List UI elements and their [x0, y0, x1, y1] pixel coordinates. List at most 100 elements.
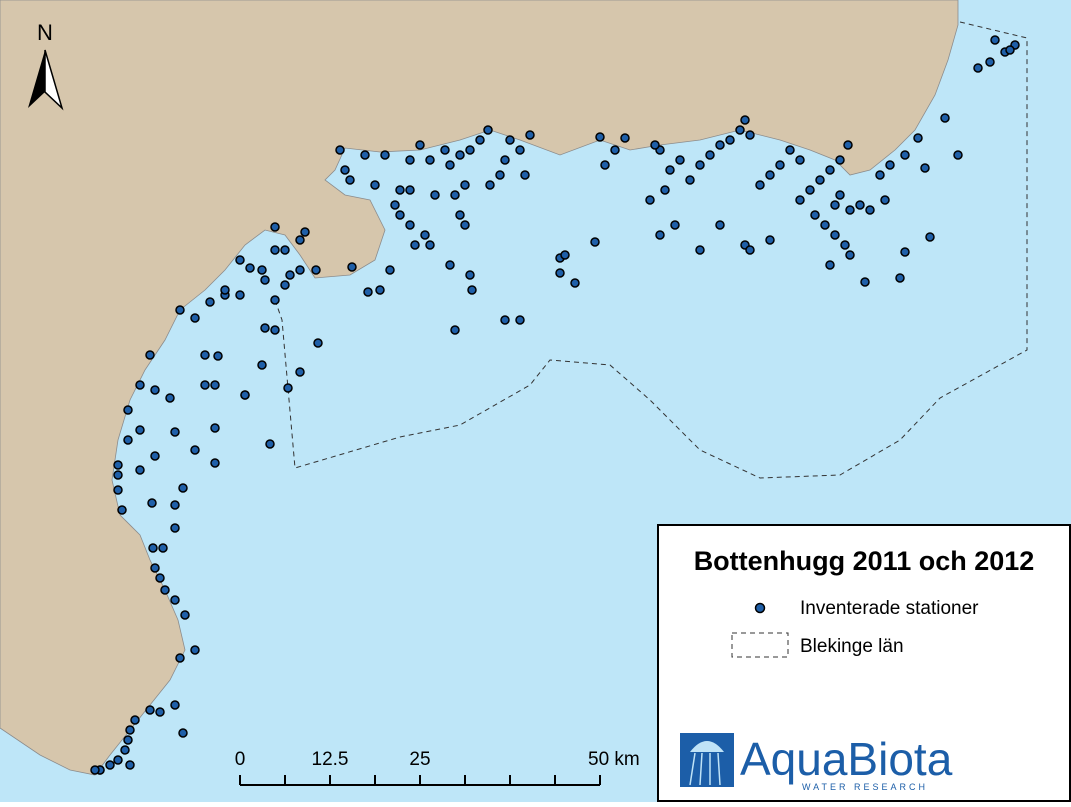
station	[213, 351, 223, 361]
station	[190, 445, 200, 455]
station	[210, 458, 220, 468]
station	[235, 255, 245, 265]
station	[695, 160, 705, 170]
station	[190, 313, 200, 323]
station	[650, 140, 660, 150]
station	[113, 470, 123, 480]
station	[170, 500, 180, 510]
station	[145, 705, 155, 715]
station	[835, 190, 845, 200]
station	[270, 245, 280, 255]
station	[340, 165, 350, 175]
station	[280, 245, 290, 255]
station	[150, 563, 160, 573]
station	[165, 393, 175, 403]
station	[843, 140, 853, 150]
station	[735, 125, 745, 135]
station	[345, 175, 355, 185]
station	[170, 523, 180, 533]
station	[475, 135, 485, 145]
station	[347, 262, 357, 272]
station	[270, 295, 280, 305]
station	[570, 278, 580, 288]
legend-dash	[731, 632, 789, 658]
station	[405, 220, 415, 230]
station	[425, 155, 435, 165]
station	[645, 195, 655, 205]
station	[295, 265, 305, 275]
legend-item: Inventerade stationer	[800, 598, 979, 619]
station	[445, 260, 455, 270]
station	[520, 170, 530, 180]
station	[113, 755, 123, 765]
station	[148, 543, 158, 553]
station	[765, 170, 775, 180]
station	[113, 485, 123, 495]
station	[311, 265, 321, 275]
station	[560, 250, 570, 260]
station	[670, 220, 680, 230]
station	[155, 573, 165, 583]
station	[240, 390, 250, 400]
scale-bar: 0 12.5 25 50 km	[235, 749, 640, 786]
station	[395, 210, 405, 220]
station	[405, 155, 415, 165]
station	[620, 133, 630, 143]
station	[685, 175, 695, 185]
station	[515, 315, 525, 325]
station	[450, 190, 460, 200]
station	[170, 427, 180, 437]
station	[135, 425, 145, 435]
station	[390, 200, 400, 210]
station	[235, 290, 245, 300]
station	[460, 180, 470, 190]
station	[150, 451, 160, 461]
north-arrow-right	[44, 49, 64, 111]
station	[953, 150, 963, 160]
station	[495, 170, 505, 180]
logo-name: AquaBiota	[740, 733, 953, 785]
logo-icon	[680, 733, 734, 787]
station	[855, 200, 865, 210]
station	[190, 645, 200, 655]
station	[178, 483, 188, 493]
station	[158, 543, 168, 553]
station	[820, 220, 830, 230]
station	[380, 150, 390, 160]
station	[210, 380, 220, 390]
station	[900, 150, 910, 160]
station	[590, 237, 600, 247]
station	[1005, 45, 1015, 55]
legend-title: Bottenhugg 2011 och 2012	[694, 546, 1035, 576]
north-arrow-left	[28, 50, 45, 108]
station	[885, 160, 895, 170]
station	[313, 338, 323, 348]
logo-tagline: WATER RESEARCH	[802, 782, 928, 792]
station	[705, 150, 715, 160]
station	[913, 133, 923, 143]
station	[900, 247, 910, 257]
station	[660, 185, 670, 195]
station	[385, 265, 395, 275]
station	[500, 315, 510, 325]
scale-label: 25	[409, 749, 430, 770]
stations	[90, 35, 1020, 775]
station	[455, 210, 465, 220]
station	[835, 155, 845, 165]
station	[335, 145, 345, 155]
station	[483, 125, 493, 135]
station	[445, 160, 455, 170]
station	[105, 760, 115, 770]
station	[515, 145, 525, 155]
station	[123, 435, 133, 445]
station	[860, 277, 870, 287]
station	[135, 465, 145, 475]
station	[920, 163, 930, 173]
north-label: N	[37, 20, 53, 45]
station	[120, 745, 130, 755]
station	[840, 240, 850, 250]
station	[300, 227, 310, 237]
station	[825, 165, 835, 175]
station	[170, 595, 180, 605]
